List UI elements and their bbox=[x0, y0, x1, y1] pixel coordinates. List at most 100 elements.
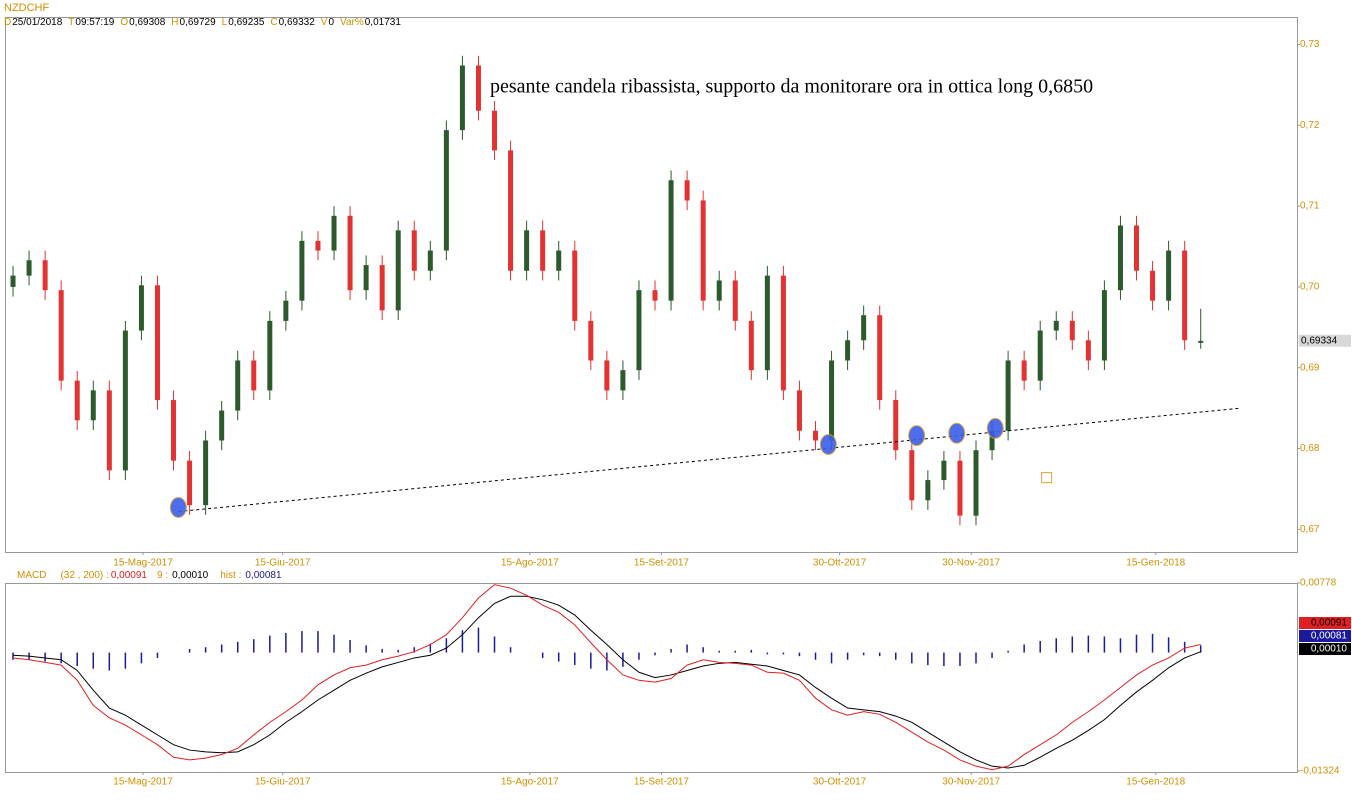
header-key: L bbox=[222, 17, 228, 28]
candle-body bbox=[684, 180, 690, 201]
x-tick-label: 15-Mag-2017 bbox=[113, 558, 173, 569]
macd-legend-item: MACD bbox=[17, 570, 46, 581]
macd-legend-item: 0,00010 bbox=[172, 570, 209, 581]
y-tick-label: 0,73 bbox=[1300, 39, 1320, 50]
y-tick-label: 0,71 bbox=[1300, 201, 1320, 212]
x-tick-label: 30-Ott-2017 bbox=[813, 558, 867, 569]
support-marker bbox=[169, 497, 187, 519]
candle-body bbox=[1150, 270, 1156, 301]
y-tick-label: 0,00778 bbox=[1300, 578, 1337, 589]
header-value: 0,69308 bbox=[129, 17, 166, 28]
header-key: C bbox=[270, 17, 277, 28]
candle-body bbox=[716, 280, 722, 301]
candle-body bbox=[1053, 320, 1059, 331]
candle-body bbox=[1069, 320, 1075, 341]
macd-legend-item: 0,00081 bbox=[245, 570, 282, 581]
candle-body bbox=[780, 275, 786, 391]
candle-body bbox=[283, 300, 289, 321]
candle-body bbox=[26, 260, 32, 276]
candle-body bbox=[1198, 340, 1204, 343]
candle-body bbox=[122, 330, 128, 471]
value-box-label: 0,00091 bbox=[1311, 618, 1348, 629]
candle-body bbox=[989, 430, 995, 451]
x-tick-label: 30-Ott-2017 bbox=[813, 777, 867, 788]
candle-body bbox=[845, 340, 851, 361]
candle-body bbox=[363, 265, 369, 291]
candle-body bbox=[90, 390, 96, 421]
macd-legend-item: (32 , 200) : bbox=[60, 570, 108, 581]
candle-body bbox=[58, 290, 64, 381]
candle-body bbox=[909, 450, 915, 501]
x-tick-label: 30-Nov-2017 bbox=[942, 777, 1000, 788]
candle-body bbox=[10, 275, 16, 287]
candle-body bbox=[588, 320, 594, 361]
header-key: V bbox=[321, 17, 328, 28]
y-tick-label: 0,72 bbox=[1300, 120, 1320, 131]
x-tick-label: 30-Nov-2017 bbox=[942, 558, 1000, 569]
x-tick-label: 15-Gen-2018 bbox=[1126, 558, 1185, 569]
candle-body bbox=[379, 265, 385, 311]
candle-body bbox=[652, 290, 658, 301]
candle-body bbox=[219, 410, 225, 441]
macd-legend-item: 9 : bbox=[157, 570, 168, 581]
candle-body bbox=[492, 110, 498, 151]
candle-body bbox=[138, 285, 144, 331]
header-key: O bbox=[120, 17, 128, 28]
value-box bbox=[1299, 630, 1351, 642]
candle-body bbox=[732, 280, 738, 321]
candle-body bbox=[813, 430, 819, 441]
x-tick-label: 15-Ago-2017 bbox=[501, 777, 559, 788]
candle-body bbox=[1117, 225, 1123, 291]
value-box bbox=[1299, 617, 1351, 629]
candle-body bbox=[524, 230, 530, 271]
x-tick-label: 15-Set-2017 bbox=[634, 777, 689, 788]
candle-body bbox=[1021, 360, 1027, 381]
y-tick-label: 0,68 bbox=[1300, 443, 1320, 454]
x-tick-label: 15-Set-2017 bbox=[634, 558, 689, 569]
x-tick-label: 15-Giu-2017 bbox=[255, 777, 311, 788]
header-value: 0,69235 bbox=[228, 17, 265, 28]
value-box-label: 0,00010 bbox=[1311, 644, 1348, 655]
candle-body bbox=[973, 450, 979, 516]
y-tick-label: -0,01324 bbox=[1300, 766, 1340, 777]
candle-body bbox=[829, 360, 835, 441]
support-marker bbox=[908, 425, 926, 447]
candle-body bbox=[636, 290, 642, 371]
trendline bbox=[178, 407, 1241, 513]
header-key: T bbox=[68, 17, 74, 28]
candle-body bbox=[508, 150, 514, 271]
macd-legend-item: hist : bbox=[220, 570, 241, 581]
candle-body bbox=[893, 400, 899, 451]
header-value: 0,69729 bbox=[180, 17, 217, 28]
candle-body bbox=[203, 440, 209, 506]
header-value: 09:57:19 bbox=[75, 17, 114, 28]
header-info: D25/01/2018 T09:57:19 O0,69308 H0,69729 L0,6… bbox=[4, 17, 401, 28]
header-key: Var% bbox=[340, 17, 364, 28]
candle-body bbox=[1085, 340, 1091, 361]
candle-body bbox=[1101, 290, 1107, 361]
candle-body bbox=[748, 320, 754, 371]
last-price-label: 0,69334 bbox=[1301, 335, 1338, 346]
candle-body bbox=[475, 65, 481, 111]
candle-body bbox=[1005, 360, 1011, 431]
candle-body bbox=[572, 250, 578, 321]
candle-body bbox=[556, 250, 562, 271]
header-key: H bbox=[171, 17, 178, 28]
candle-body bbox=[331, 215, 337, 251]
y-tick-label: 0,67 bbox=[1300, 524, 1320, 535]
candle-body bbox=[427, 250, 433, 271]
x-tick-label: 15-Giu-2017 bbox=[255, 558, 311, 569]
value-box-label: 0,00081 bbox=[1311, 631, 1348, 642]
y-tick-label: 0,70 bbox=[1300, 282, 1320, 293]
candle-body bbox=[1182, 250, 1188, 341]
candle-body bbox=[443, 130, 449, 251]
macd-panel bbox=[5, 583, 1298, 773]
candle-body bbox=[267, 320, 273, 391]
candle-body bbox=[1037, 330, 1043, 381]
candle-body bbox=[861, 315, 867, 341]
candle-body bbox=[604, 360, 610, 391]
candle-body bbox=[459, 65, 465, 131]
candle-body bbox=[796, 390, 802, 431]
